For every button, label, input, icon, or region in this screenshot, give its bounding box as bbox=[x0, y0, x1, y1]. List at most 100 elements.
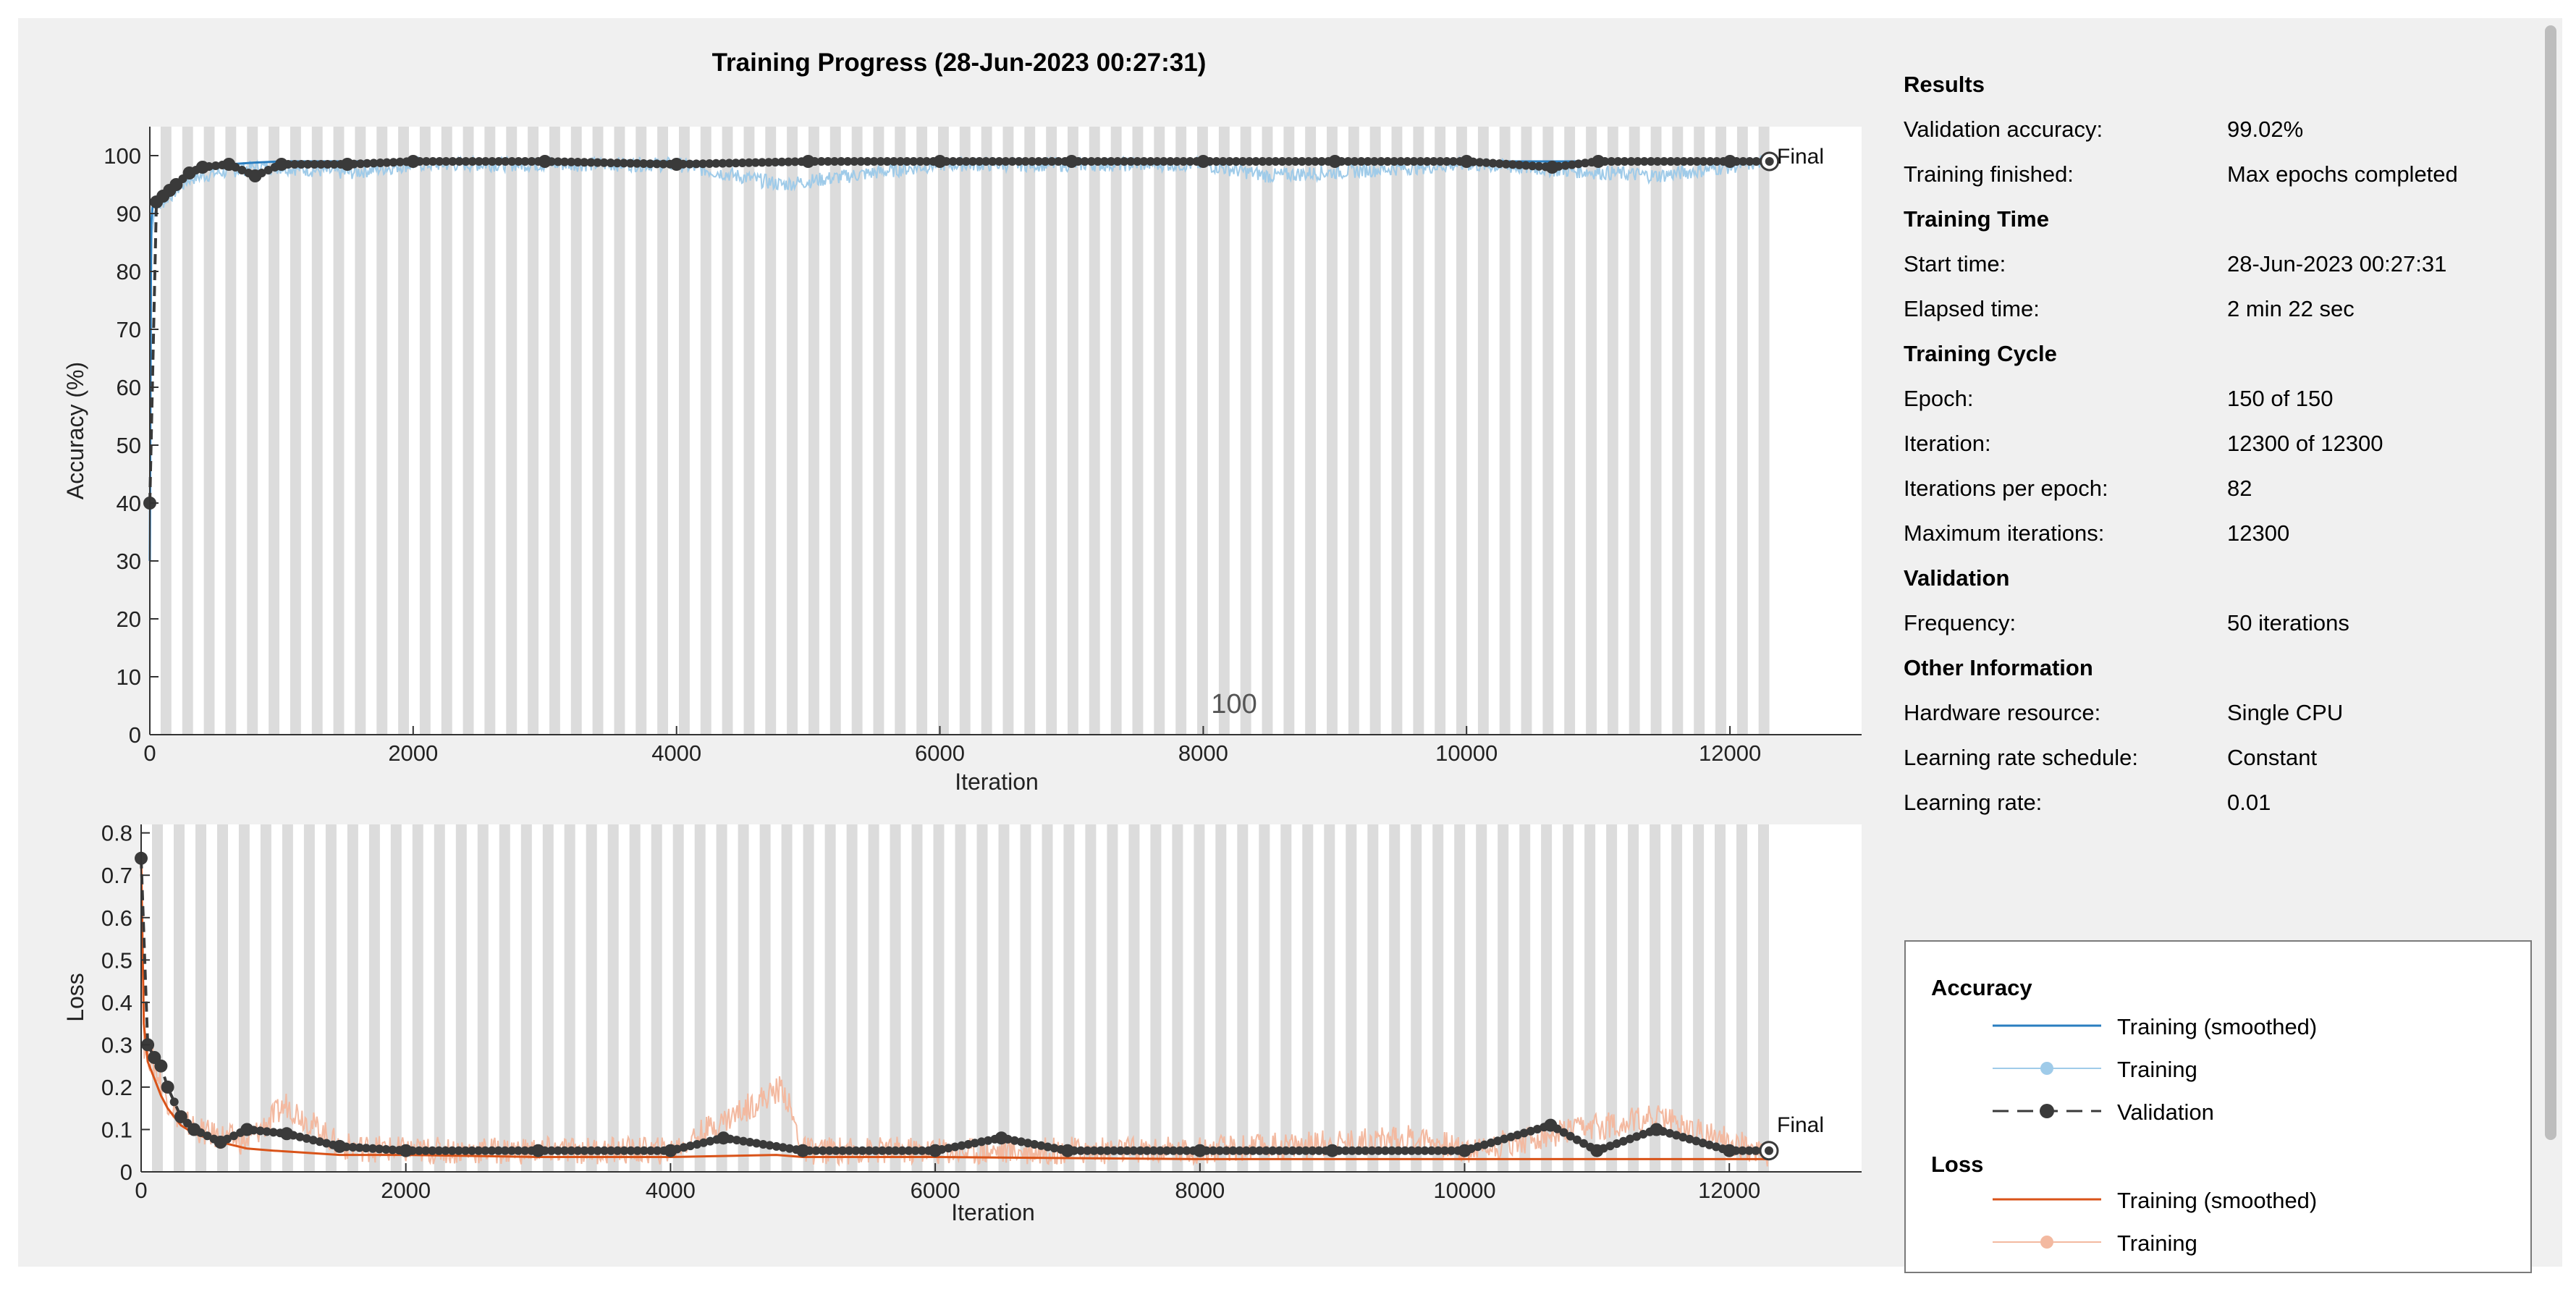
validation-point bbox=[1666, 157, 1676, 166]
epoch-band bbox=[290, 127, 301, 735]
validation-point bbox=[468, 157, 477, 166]
info-label: Iteration: bbox=[1904, 430, 1991, 456]
info-label: Training finished: bbox=[1904, 161, 2074, 187]
epoch-band bbox=[629, 824, 641, 1172]
validation-point bbox=[461, 1146, 470, 1155]
accuracy-final-label: Final bbox=[1777, 145, 1824, 169]
legend-item: Training bbox=[1906, 1054, 2530, 1083]
accuracy-overlay-text: 100 bbox=[1211, 689, 1257, 719]
info-value: 12300 bbox=[2227, 520, 2290, 546]
info-value: 50 iterations bbox=[2227, 609, 2349, 636]
validation-point bbox=[169, 1097, 179, 1107]
validation-point bbox=[1473, 1142, 1482, 1152]
vertical-scrollbar[interactable] bbox=[2545, 25, 2556, 1140]
validation-point bbox=[428, 157, 438, 166]
validation-point bbox=[619, 159, 628, 168]
validation-point bbox=[554, 1146, 562, 1155]
validation-point bbox=[904, 1146, 913, 1155]
validation-point bbox=[567, 1146, 576, 1155]
validation-point bbox=[1744, 1146, 1754, 1155]
validation-point bbox=[699, 1138, 709, 1147]
validation-point bbox=[1460, 155, 1474, 168]
validation-point bbox=[308, 1136, 318, 1145]
validation-point bbox=[274, 158, 288, 171]
validation-point bbox=[1304, 157, 1313, 166]
y-tick-label: 50 bbox=[117, 433, 141, 458]
validation-point bbox=[653, 1146, 662, 1155]
epoch-band bbox=[1521, 127, 1532, 735]
validation-point bbox=[1633, 157, 1642, 166]
validation-point bbox=[1218, 157, 1228, 166]
validation-point bbox=[1248, 1146, 1257, 1155]
info-panel: Results Validation accuracy: 99.02% Trainin… bbox=[1904, 62, 2541, 824]
validation-point bbox=[963, 1140, 973, 1149]
validation-point bbox=[593, 158, 602, 167]
epoch-band bbox=[182, 127, 193, 735]
accuracy-xlabel: Iteration bbox=[955, 769, 1039, 795]
validation-point bbox=[1262, 1146, 1271, 1155]
validation-point bbox=[348, 1143, 358, 1152]
epoch-band bbox=[477, 824, 489, 1172]
validation-point bbox=[333, 1139, 347, 1153]
info-value: 99.02% bbox=[2227, 116, 2304, 142]
epoch-band bbox=[1476, 824, 1487, 1172]
validation-point bbox=[316, 160, 326, 169]
validation-point bbox=[922, 157, 932, 166]
validation-point bbox=[1264, 157, 1274, 166]
validation-point bbox=[1639, 157, 1649, 166]
epoch-band bbox=[1348, 127, 1359, 735]
validation-point bbox=[1155, 1146, 1165, 1155]
validation-point bbox=[1605, 1141, 1615, 1151]
validation-point bbox=[1672, 1131, 1681, 1140]
y-tick-label: 30 bbox=[117, 549, 141, 574]
epoch-band bbox=[916, 127, 928, 735]
validation-point bbox=[1526, 1126, 1535, 1136]
validation-point bbox=[1209, 1146, 1218, 1155]
validation-point bbox=[1238, 157, 1247, 166]
legend-marker bbox=[2040, 1104, 2054, 1118]
validation-point bbox=[368, 1144, 377, 1153]
info-value: 12300 of 12300 bbox=[2227, 430, 2383, 456]
validation-point bbox=[858, 1146, 867, 1155]
validation-point bbox=[1231, 157, 1241, 166]
validation-point bbox=[929, 1144, 942, 1157]
validation-point bbox=[229, 1131, 238, 1141]
validation-point bbox=[1607, 157, 1616, 166]
validation-point bbox=[1374, 1146, 1383, 1155]
validation-point bbox=[363, 159, 372, 168]
validation-point bbox=[1692, 157, 1702, 166]
epoch-band bbox=[1519, 824, 1531, 1172]
section-heading: Other Information bbox=[1904, 654, 2093, 680]
info-row: Frequency: 50 iterations bbox=[1904, 600, 2541, 645]
validation-point bbox=[1521, 161, 1531, 170]
epoch-band bbox=[1586, 127, 1597, 735]
legend-swatch-icon bbox=[1993, 1024, 2101, 1027]
validation-point bbox=[1182, 1146, 1191, 1155]
validation-point bbox=[573, 158, 583, 166]
validation-point bbox=[1545, 161, 1559, 174]
loss-final-label: Final bbox=[1777, 1113, 1824, 1137]
section-heading: Training Cycle bbox=[1904, 340, 2057, 366]
validation-point bbox=[831, 1146, 840, 1155]
epoch-band bbox=[1629, 127, 1640, 735]
epoch-band bbox=[549, 127, 560, 735]
validation-point bbox=[961, 157, 971, 166]
epoch-band bbox=[672, 824, 684, 1172]
validation-point bbox=[500, 1146, 510, 1155]
epoch-band bbox=[528, 127, 539, 735]
validation-point bbox=[1047, 157, 1057, 166]
validation-point bbox=[633, 1146, 642, 1155]
y-tick-label: 0.1 bbox=[101, 1118, 132, 1143]
validation-point bbox=[474, 157, 483, 166]
epoch-band bbox=[614, 127, 625, 735]
validation-point bbox=[1632, 1132, 1642, 1141]
epoch-band bbox=[455, 824, 467, 1172]
validation-point bbox=[1348, 1146, 1356, 1155]
validation-point bbox=[263, 166, 273, 174]
epoch-band bbox=[499, 824, 510, 1172]
validation-point bbox=[399, 1144, 413, 1157]
validation-point bbox=[507, 157, 517, 166]
validation-point bbox=[600, 1146, 609, 1155]
validation-point bbox=[1513, 1131, 1522, 1140]
validation-point bbox=[406, 155, 420, 168]
